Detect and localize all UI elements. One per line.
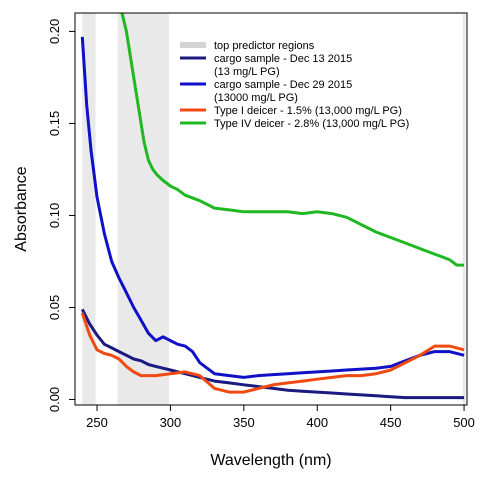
legend-label-regions: top predictor regions bbox=[214, 40, 315, 52]
y-tick-label: 0.00 bbox=[47, 387, 62, 412]
series-line-0 bbox=[80, 308, 465, 400]
x-tick-label: 350 bbox=[233, 415, 255, 430]
x-axis-label: Wavelength (nm) bbox=[210, 452, 331, 469]
predictor-region-2 bbox=[142, 13, 158, 405]
predictor-region-1 bbox=[117, 13, 143, 405]
legend-label-0: (13 mg/L PG) bbox=[214, 66, 280, 78]
legend-label-2: Type I deicer - 1.5% (13,000 mg/L PG) bbox=[214, 105, 402, 117]
predictor-regions bbox=[82, 13, 466, 405]
y-axis: 0.00 0.05 0.10 0.15 0.20 bbox=[47, 19, 75, 412]
x-tick-label: 450 bbox=[380, 415, 402, 430]
x-tick-label: 250 bbox=[86, 415, 108, 430]
predictor-region-4 bbox=[462, 13, 466, 405]
series-line-2 bbox=[80, 312, 465, 394]
y-tick-label: 0.20 bbox=[47, 19, 62, 44]
x-axis: 250 300 350 400 450 500 bbox=[86, 404, 475, 430]
y-tick-label: 0.15 bbox=[47, 111, 62, 136]
x-tick-label: 300 bbox=[160, 415, 182, 430]
x-tick-label: 400 bbox=[306, 415, 328, 430]
predictor-region-3 bbox=[157, 13, 169, 405]
legend-label-3: Type IV deicer - 2.8% (13,000 mg/L PG) bbox=[214, 118, 409, 130]
predictor-region-0 bbox=[82, 13, 96, 405]
y-axis-label: Absorbance bbox=[13, 166, 30, 251]
legend-label-1: cargo sample - Dec 29 2015 bbox=[214, 79, 352, 91]
x-tick-label: 500 bbox=[453, 415, 475, 430]
legend-label-0: cargo sample - Dec 13 2015 bbox=[214, 53, 352, 65]
series-line-3 bbox=[120, 13, 465, 267]
series-layer bbox=[80, 13, 465, 400]
y-tick-label: 0.10 bbox=[47, 203, 62, 228]
series-line-1 bbox=[80, 36, 465, 379]
y-tick-label: 0.05 bbox=[47, 295, 62, 320]
legend-label-1: (13000 mg/L PG) bbox=[214, 92, 298, 104]
